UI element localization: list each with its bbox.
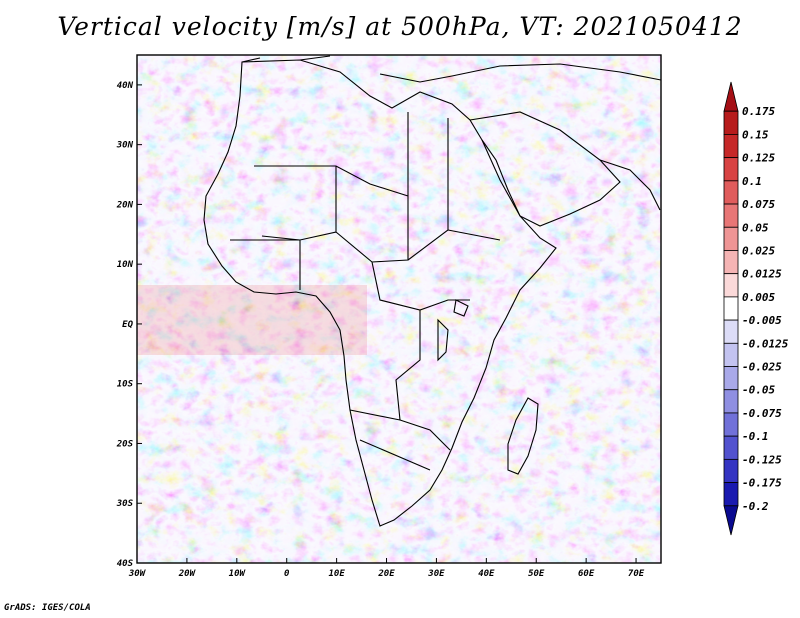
longitude-label: 60E [578,569,595,579]
colorbar-bin [723,458,739,483]
colorbar [723,81,739,536]
longitude-label: 10W [229,569,247,579]
latitude-tick-labels: 40N 30N 20N 10N EQ 10S 20S 30S 40S [116,81,142,569]
colorbar-label: -0.1 [742,430,769,443]
colorbar-bin [723,505,739,536]
longitude-label: 20W [178,569,197,579]
longitude-tick-labels: 30W 20W 10W 0 10E 20E 30E 40E 50E 60E 70E [128,558,645,579]
longitude-label: 30E [427,569,445,579]
latitude-label: 10S [117,380,134,390]
longitude-label: 10E [328,569,345,579]
colorbar-bin [723,389,739,414]
colorbar-bin [723,366,739,391]
latitude-label: 40N [117,81,134,91]
longitude-label: 40E [478,569,495,579]
colorbar-bin [723,134,739,159]
colorbar-label: -0.05 [742,384,775,397]
colorbar-label: 0.025 [742,244,775,257]
colorbar-label: 0.05 [742,221,769,234]
colorbar-bin [723,319,739,344]
colorbar-label: 0.0125 [742,268,782,281]
colorbar-bin [723,81,739,112]
colorbar-bin [723,435,739,460]
colorbar-label: -0.175 [742,477,782,490]
colorbar-label: 0.1 [742,175,762,188]
colorbar-bin [723,180,739,205]
colorbar-label: 0.005 [742,291,775,304]
colorbar-label: -0.005 [742,314,782,327]
colorbar-label: -0.075 [742,407,782,420]
colorbar-label: 0.175 [742,105,775,118]
latitude-label: 20S [116,439,134,449]
latitude-label: EQ [122,320,133,330]
map-title: Vertical velocity [m/s] at 500hPa, VT: 2… [57,12,743,41]
colorbar-label: -0.025 [742,361,782,374]
latitude-label: 20N [116,200,134,210]
colorbar-labels: 0.175 0.15 0.125 0.1 0.075 0.05 0.025 0.0125 0.0… [742,105,789,513]
longitude-label: 20E [377,569,395,579]
longitude-label: 70E [628,569,645,579]
latitude-label: 30S [116,499,134,509]
colorbar-bin [723,110,739,135]
longitude-label: 0 [284,569,290,579]
colorbar-bin [723,482,739,507]
colorbar-bin [723,250,739,275]
map-panel [137,55,661,563]
latitude-label: 10N [117,260,134,270]
coastlines [203,55,661,527]
colorbar-bin [723,412,739,437]
latitude-label: 40S [117,559,134,569]
colorbar-label: -0.0125 [742,337,789,350]
credit-footer: GrADS: IGES/COLA [4,603,91,613]
colorbar-bin [723,157,739,182]
latitude-label: 30N [116,141,134,151]
longitude-label: 30W [128,569,147,579]
colorbar-label: 0.15 [742,128,769,141]
colorbar-label: -0.125 [742,453,782,466]
colorbar-label: 0.075 [742,198,775,211]
colorbar-label: 0.125 [742,152,775,165]
colorbar-bin [723,226,739,251]
colorbar-bin [723,296,739,321]
colorbar-bin [723,273,739,298]
longitude-label: 50E [528,569,545,579]
colorbar-bin [723,342,739,367]
colorbar-bin [723,203,739,228]
colorbar-label: -0.2 [742,500,769,513]
